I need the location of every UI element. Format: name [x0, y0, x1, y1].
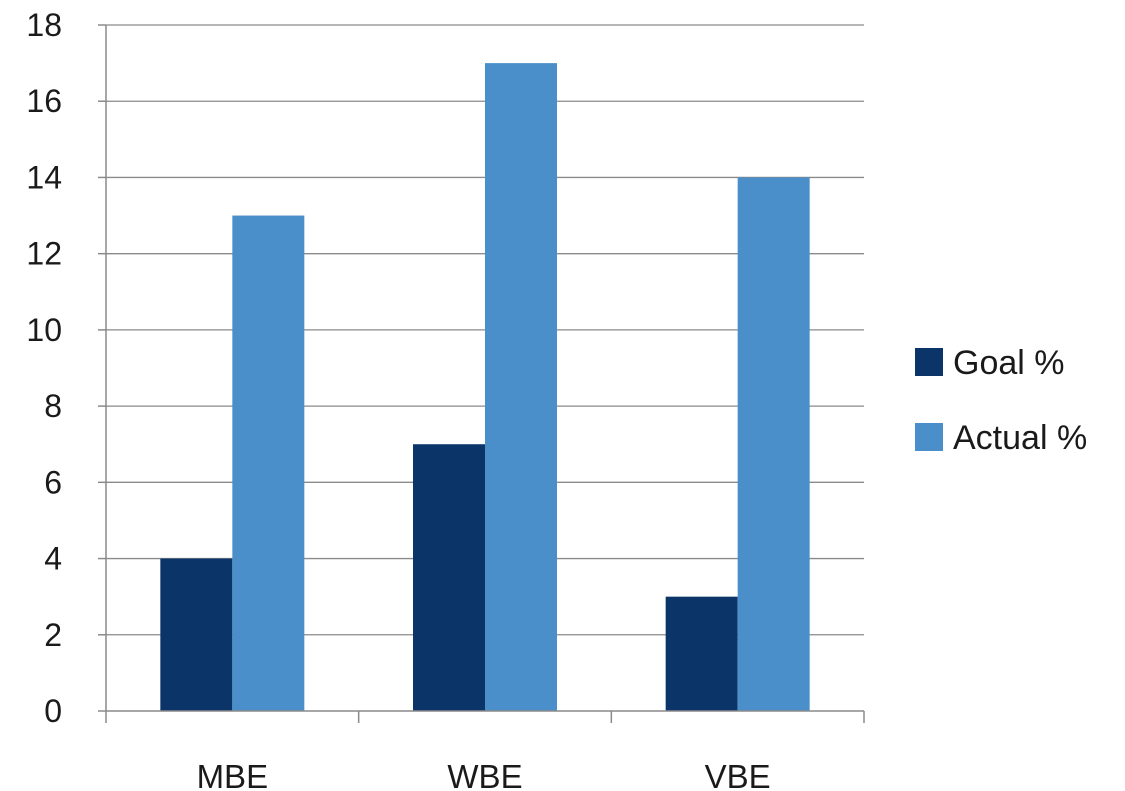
legend-swatch [915, 348, 943, 376]
bar-actual-wbe [485, 63, 557, 712]
y-tick-label: 6 [44, 464, 62, 500]
legend-label: Actual % [953, 419, 1087, 457]
y-tick-label: 10 [26, 312, 62, 348]
bar-actual-mbe [232, 215, 305, 712]
bars [160, 63, 810, 712]
y-tick-label: 18 [26, 7, 62, 43]
y-tick-label: 12 [26, 236, 62, 272]
bar-goal-mbe [160, 558, 233, 711]
y-axis-ticks: 0 2 4 6 8 10 12 14 16 18 [26, 7, 62, 729]
y-tick-label: 4 [44, 541, 62, 577]
bar-actual-vbe [737, 177, 810, 711]
x-category-label: WBE [447, 758, 522, 791]
axes [98, 24, 865, 723]
legend-swatch [915, 423, 943, 451]
y-tick-label: 16 [26, 83, 62, 119]
x-category-label: MBE [197, 758, 269, 791]
y-tick-label: 14 [26, 159, 62, 195]
bar-goal-wbe [413, 444, 485, 711]
y-tick-label: 8 [44, 388, 62, 424]
y-tick-label: 2 [44, 617, 62, 653]
bar-goal-vbe [665, 596, 738, 711]
y-tick-label: 0 [44, 693, 62, 729]
x-axis-categories: MBE WBE VBE [197, 758, 771, 791]
legend-label: Goal % [953, 344, 1065, 382]
legend: Goal % Actual % [915, 344, 1087, 457]
x-category-label: VBE [705, 758, 771, 791]
